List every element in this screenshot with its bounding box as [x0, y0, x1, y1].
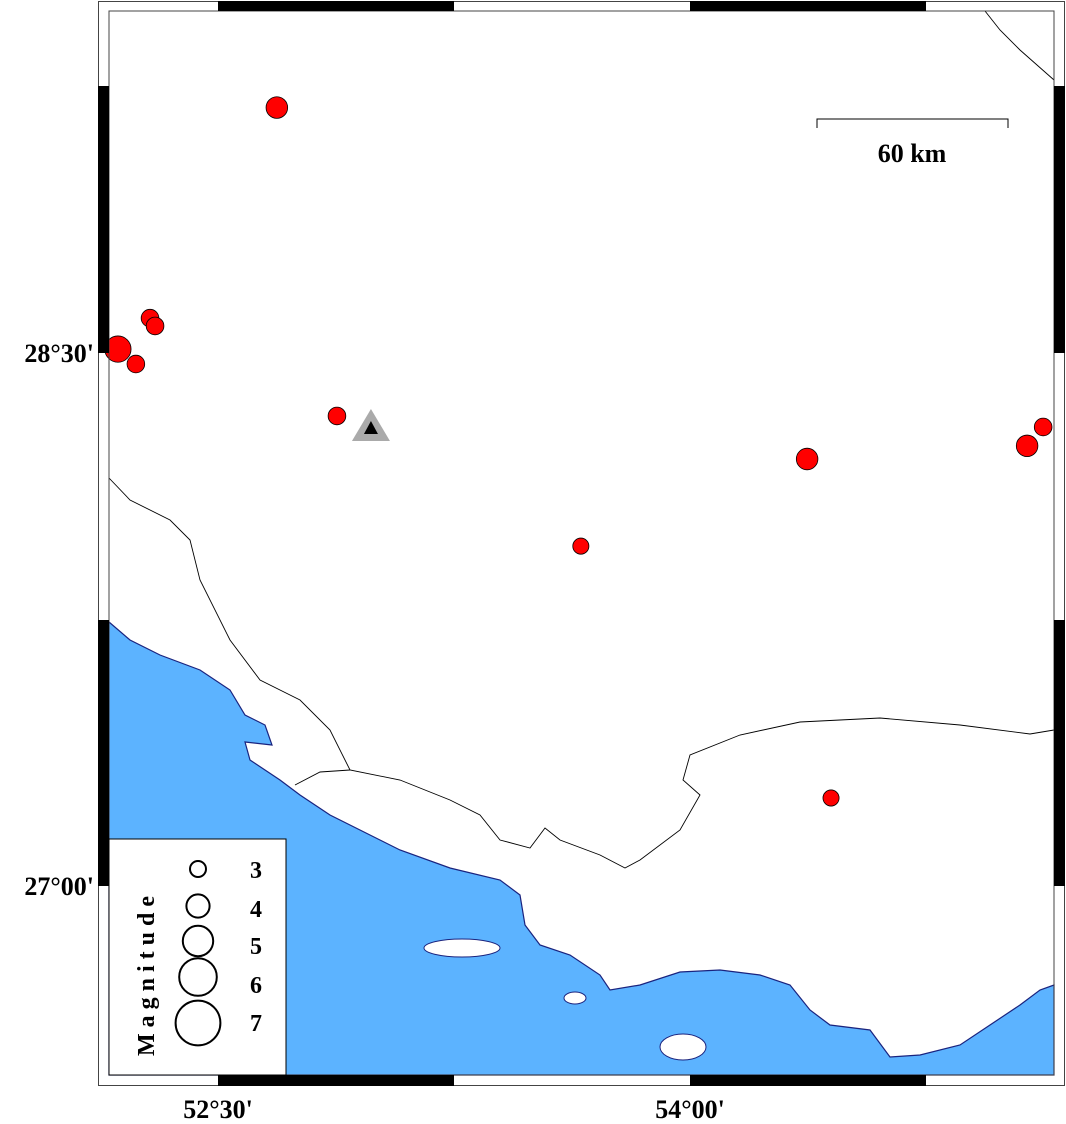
- map-frame: [98, 1, 1065, 1086]
- legend-circle: [178, 957, 218, 997]
- frame-segment: [218, 1075, 454, 1086]
- island: [423, 938, 501, 958]
- earthquake-event: [795, 447, 819, 471]
- magnitude-legend: Magnitude 3 4 5 6 7: [108, 838, 287, 1076]
- sea: [108, 620, 1055, 1076]
- legend-circle: [189, 860, 207, 878]
- frame-segment: [1054, 86, 1065, 353]
- island: [563, 991, 587, 1005]
- frame-segment: [690, 1075, 926, 1086]
- frame-segment: [98, 620, 109, 886]
- legend-label: 5: [250, 934, 262, 960]
- frame-segment: [690, 1, 926, 11]
- legend-circle: [185, 893, 211, 919]
- border-line: [984, 10, 1055, 81]
- earthquake-event: [822, 789, 840, 807]
- station-marker-icon: [363, 420, 378, 434]
- lat-tick-label: 28°30': [24, 339, 94, 368]
- earthquake-event: [265, 96, 289, 119]
- legend-label: 3: [250, 858, 262, 884]
- island: [659, 1033, 707, 1061]
- legend-label: 7: [250, 1011, 262, 1037]
- lon-tick-label: 52°30': [183, 1095, 253, 1124]
- scale-bar: 60 km: [816, 118, 1009, 168]
- earthquake-event: [1015, 434, 1039, 458]
- legend-label: 4: [250, 897, 262, 923]
- border-line: [108, 477, 1055, 869]
- legend-circle: [181, 924, 215, 958]
- earthquake-event: [145, 316, 165, 336]
- lon-tick-label: 54°00': [655, 1095, 725, 1124]
- earthquake-event: [126, 354, 146, 374]
- earthquake-event: [572, 537, 590, 555]
- legend-circle: [174, 999, 222, 1047]
- frame-segment: [98, 86, 109, 353]
- scale-bar-label: 60 km: [878, 139, 947, 168]
- legend-title: Magnitude: [134, 890, 160, 1056]
- events-layer: [104, 96, 1053, 807]
- border-line: [294, 769, 351, 786]
- legend-label: 6: [250, 973, 262, 999]
- lat-tick-label: 27°00': [24, 872, 94, 901]
- earthquake-event: [327, 406, 347, 426]
- frame-segment: [1054, 620, 1065, 886]
- earthquake-event: [1033, 417, 1053, 437]
- frame-segment: [218, 1, 454, 11]
